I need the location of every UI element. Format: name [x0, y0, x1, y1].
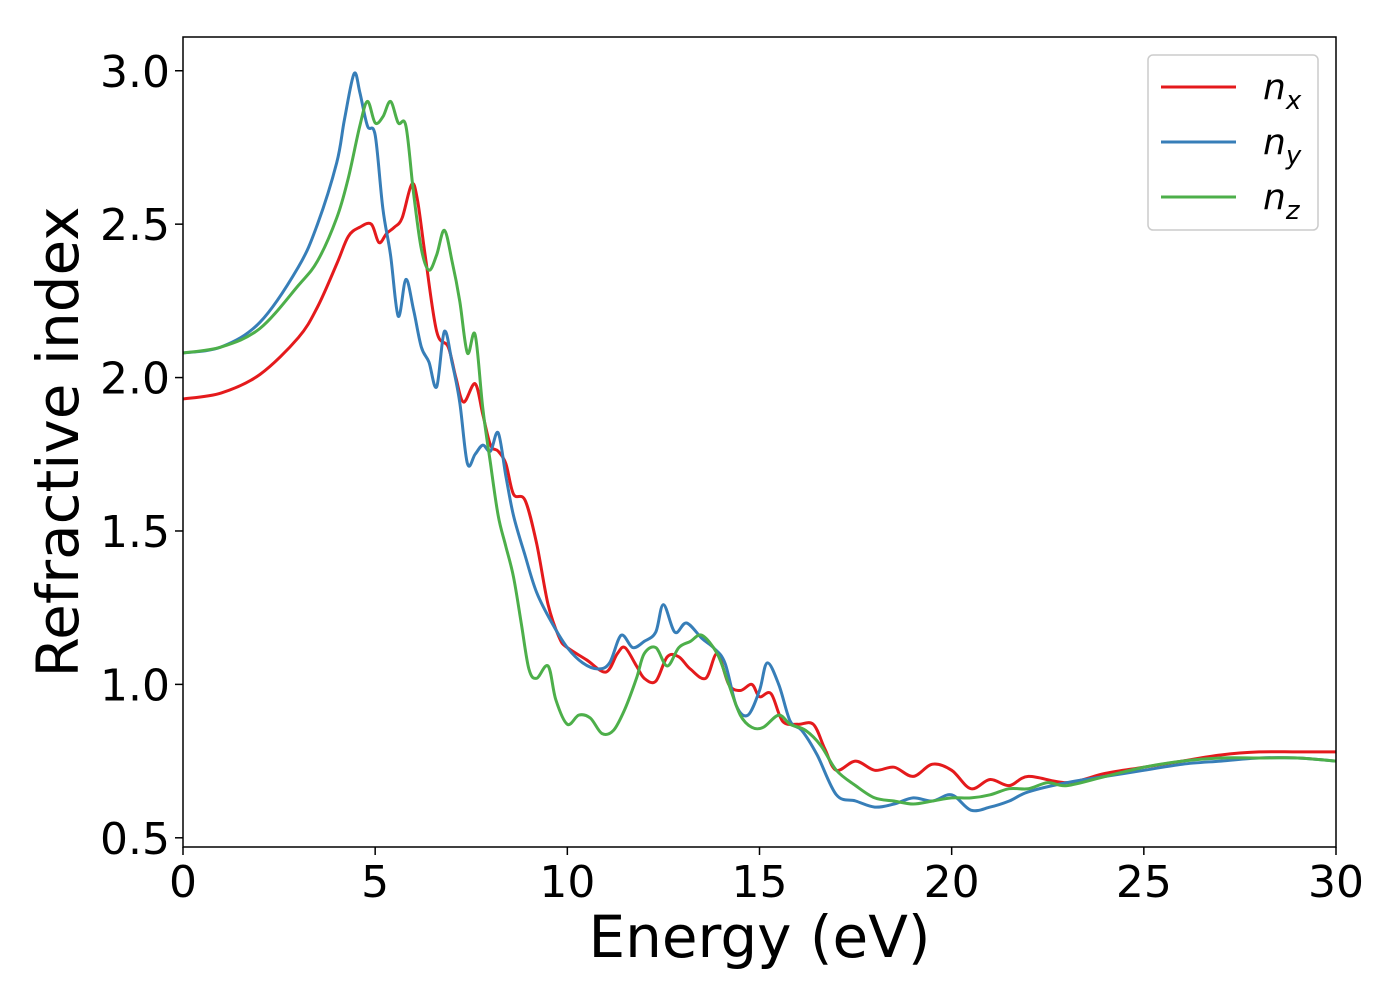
series-line-n-y: [182, 71, 1337, 813]
y-tick-label: 1.5: [100, 507, 170, 558]
x-tick-label: 20: [924, 857, 980, 908]
x-axis-title: Energy (eV): [588, 903, 930, 971]
ticks-layer: 0 5 10 15 20 25 30 0.5 1.0 1.5 2.0 2.5 3.0: [100, 47, 1364, 908]
y-tick-label: 1.0: [100, 660, 170, 711]
x-tick-label: 10: [539, 857, 595, 908]
x-tick-label: 30: [1308, 857, 1364, 908]
x-tick-label: 5: [361, 857, 389, 908]
x-tick-label: 25: [1116, 857, 1172, 908]
series-line-n-z: [182, 99, 1337, 806]
x-tick-label: 0: [169, 857, 197, 908]
x-tick-label: 15: [732, 857, 788, 908]
y-tick-label: 2.0: [100, 354, 170, 405]
y-tick-label: 0.5: [100, 814, 170, 865]
legend: nx ny nz: [1147, 54, 1319, 231]
legend-label: ny: [1263, 122, 1302, 171]
series-layer: [182, 71, 1337, 813]
y-tick-label: 2.5: [100, 200, 170, 251]
y-axis-title: Refractive index: [24, 206, 92, 677]
legend-label: nz: [1263, 177, 1301, 226]
y-tick-label: 3.0: [100, 47, 170, 98]
series-line-n-x: [182, 182, 1336, 791]
legend-label: nx: [1263, 67, 1302, 116]
